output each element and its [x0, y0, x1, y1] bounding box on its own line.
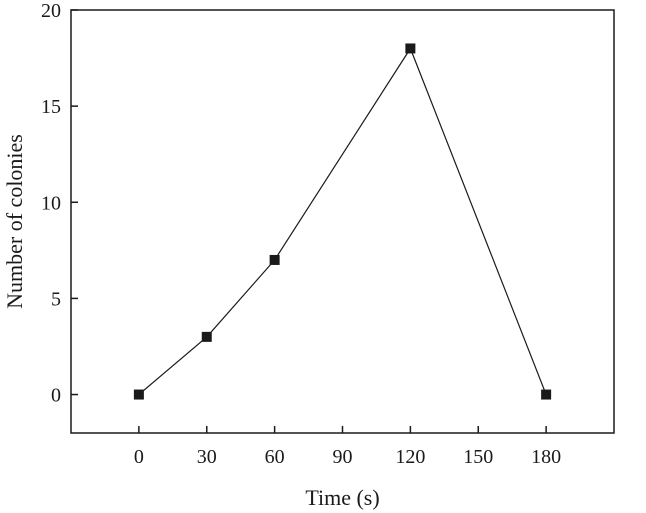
x-tick-label: 60: [265, 446, 285, 468]
series-layer: [133, 43, 552, 400]
x-tick-label: 150: [463, 446, 493, 468]
x-tick-label: 0: [134, 446, 144, 468]
x-tick-label: 90: [333, 446, 353, 468]
data-point-marker: [269, 254, 280, 265]
series-line: [138, 47, 547, 395]
data-point-marker: [133, 389, 144, 400]
data-point-marker: [405, 43, 416, 54]
plot-frame: [70, 9, 615, 434]
y-tick-label: 5: [51, 288, 61, 310]
x-tick-label: 120: [395, 446, 425, 468]
y-tick-label: 15: [41, 96, 61, 118]
y-tick-label: 0: [51, 385, 61, 407]
x-tick-label: 30: [197, 446, 217, 468]
y-tick-label: 20: [41, 0, 61, 22]
y-axis-ticks: 0 5 10 15 20: [41, 0, 78, 407]
data-point-marker: [201, 331, 212, 342]
x-tick-label: 180: [531, 446, 561, 468]
data-point-marker: [541, 389, 552, 400]
y-axis-label: Number of colonies: [2, 134, 27, 309]
x-axis-label: Time (s): [305, 485, 379, 510]
y-tick-label: 10: [41, 192, 61, 214]
x-axis-ticks: 0 30 60 90 120 150 180: [134, 426, 561, 468]
